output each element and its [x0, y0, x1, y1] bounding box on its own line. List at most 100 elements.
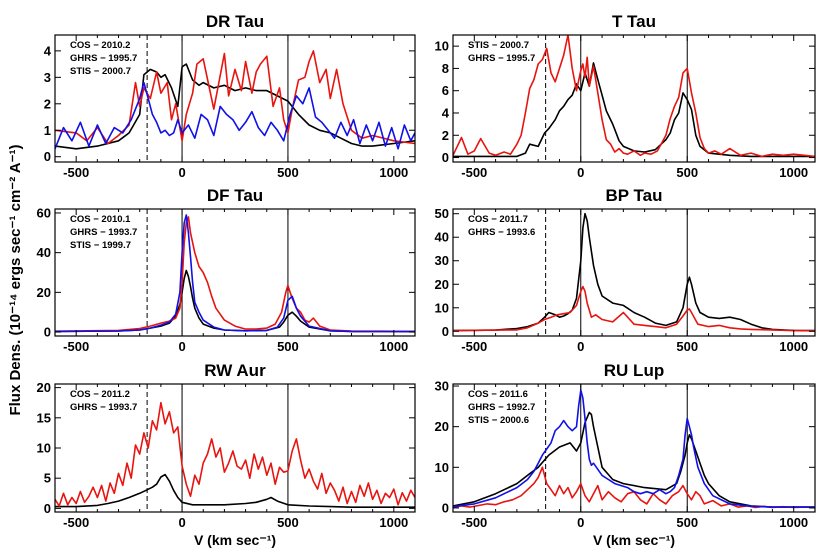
y-tick-label: 6: [442, 83, 449, 98]
y-axis-label: Flux Dens. (10⁻¹⁴ ergs sec⁻¹ cm⁻² A⁻¹): [7, 144, 24, 415]
x-tick-label: -500: [63, 515, 89, 530]
x-axis-label: V (km sec⁻¹): [194, 532, 276, 548]
series-group: [453, 389, 815, 509]
series-line-2: [453, 466, 815, 509]
series-group: [55, 214, 415, 333]
series-line-1: [453, 62, 815, 158]
panel-title: RU Lup: [604, 361, 664, 380]
x-tick-label: 1000: [379, 515, 408, 530]
series-line-3: [453, 389, 815, 508]
y-tick-label: 1: [44, 123, 51, 138]
x-tick-label: -500: [63, 339, 89, 354]
y-tick-label: 0: [44, 501, 51, 516]
y-tick-label: 0: [44, 149, 51, 164]
y-tick-label: 50: [435, 206, 449, 221]
series-group: [55, 401, 415, 508]
x-tick-label: 1000: [779, 515, 808, 530]
x-tick-label: -500: [63, 165, 89, 180]
legend-entry-2: GHRS − 1995.7: [70, 53, 137, 64]
y-tick-label: 10: [37, 441, 51, 456]
y-tick-label: 4: [44, 43, 52, 58]
legend-entry-1: COS − 2011.6: [468, 389, 528, 400]
series-line-2: [55, 401, 415, 507]
x-tick-label: 500: [676, 515, 698, 530]
y-tick-label: 30: [435, 379, 449, 394]
x-tick-label: 1000: [779, 339, 808, 354]
legend-entry-2: GHRS − 1995.7: [468, 53, 535, 64]
y-tick-label: 15: [37, 410, 51, 425]
y-tick-label: 2: [442, 128, 449, 143]
legend-entry-2: GHRS − 1993.6: [468, 227, 535, 238]
x-tick-label: 0: [577, 165, 584, 180]
plot-frame: [452, 34, 816, 163]
x-tick-label: 0: [178, 165, 185, 180]
y-tick-label: 5: [44, 471, 51, 486]
y-tick-label: 0: [442, 500, 449, 515]
y-tick-label: 10: [435, 460, 449, 475]
x-tick-label: 0: [577, 515, 584, 530]
y-tick-label: 10: [435, 300, 449, 315]
legend-entry-3: STIS − 2000.6: [468, 415, 529, 426]
panel-title: T Tau: [612, 12, 656, 31]
x-tick-label: 1000: [379, 339, 408, 354]
panel-title: DR Tau: [206, 12, 264, 31]
x-tick-label: 0: [577, 339, 584, 354]
x-tick-label: 500: [277, 339, 299, 354]
x-tick-label: 1000: [379, 165, 408, 180]
panel-title: DF Tau: [207, 186, 263, 205]
y-tick-label: 20: [435, 419, 449, 434]
legend-entry-3: STIS − 2000.7: [70, 66, 131, 77]
series-line-1: [55, 269, 415, 333]
y-tick-label: 40: [37, 245, 51, 260]
x-tick-label: 1000: [779, 165, 808, 180]
series-line-2: [55, 216, 415, 333]
legend-entry-2: GHRS − 1992.7: [468, 402, 535, 413]
y-tick-label: 0: [442, 150, 449, 165]
series-line-3: [55, 214, 415, 333]
y-tick-label: 30: [435, 253, 449, 268]
legend-entry-2: GHRS − 1993.7: [70, 402, 137, 413]
y-tick-label: 0: [44, 325, 51, 340]
legend-entry-1: COS − 2010.1: [70, 214, 131, 225]
x-tick-label: -500: [461, 339, 487, 354]
legend-entry-2: GHRS − 1993.7: [70, 227, 137, 238]
x-tick-label: 500: [676, 165, 698, 180]
series-line-2: [453, 285, 815, 332]
series-group: [453, 212, 815, 332]
series-group: [453, 35, 815, 158]
legend-entry-3: STIS − 1999.7: [70, 240, 131, 251]
plot-frame: [452, 383, 816, 513]
series-line-2: [55, 50, 415, 145]
plot-frame: [54, 34, 416, 163]
legend-entry-1: COS − 2011.7: [468, 214, 528, 225]
y-tick-label: 0: [442, 324, 449, 339]
y-tick-label: 4: [442, 105, 450, 120]
y-tick-label: 40: [435, 230, 449, 245]
panel-4: BP Tau -500 0 500 1000 0 10 20 30 40 50 COS − 2011.…: [435, 186, 816, 354]
panel-title: BP Tau: [606, 186, 663, 205]
y-tick-label: 2: [44, 96, 51, 111]
series-line-3: [55, 81, 415, 150]
panel-5: RW Aur -500 0 500 1000 0 5 10 15 20 COS − 2011.2 GH…: [37, 361, 416, 548]
y-tick-label: 20: [435, 277, 449, 292]
y-tick-label: 10: [435, 39, 449, 54]
plot-frame: [452, 208, 816, 337]
series-line-1: [453, 411, 815, 508]
series-group: [55, 50, 415, 150]
y-tick-label: 20: [37, 285, 51, 300]
x-tick-label: 0: [178, 515, 185, 530]
y-tick-label: 20: [37, 380, 51, 395]
y-tick-label: 3: [44, 70, 51, 85]
panel-6: RU Lup -500 0 500 1000 0 10 20 30 COS − 2011.6 GHR…: [435, 361, 816, 548]
legend-entry-1: COS − 2010.2: [70, 40, 130, 51]
x-tick-label: 500: [277, 515, 299, 530]
series-line-2: [453, 35, 815, 158]
y-tick-label: 60: [37, 205, 51, 220]
x-tick-label: 0: [178, 339, 185, 354]
x-tick-label: -500: [461, 515, 487, 530]
x-tick-label: 500: [277, 165, 299, 180]
x-tick-label: -500: [461, 165, 487, 180]
series-line-1: [55, 473, 415, 508]
panel-1: DR Tau -500 0 500 1000 0 1 2 3 4 COS − 2010.2 GHRS …: [44, 12, 416, 180]
x-axis-label: V (km sec⁻¹): [593, 532, 675, 548]
